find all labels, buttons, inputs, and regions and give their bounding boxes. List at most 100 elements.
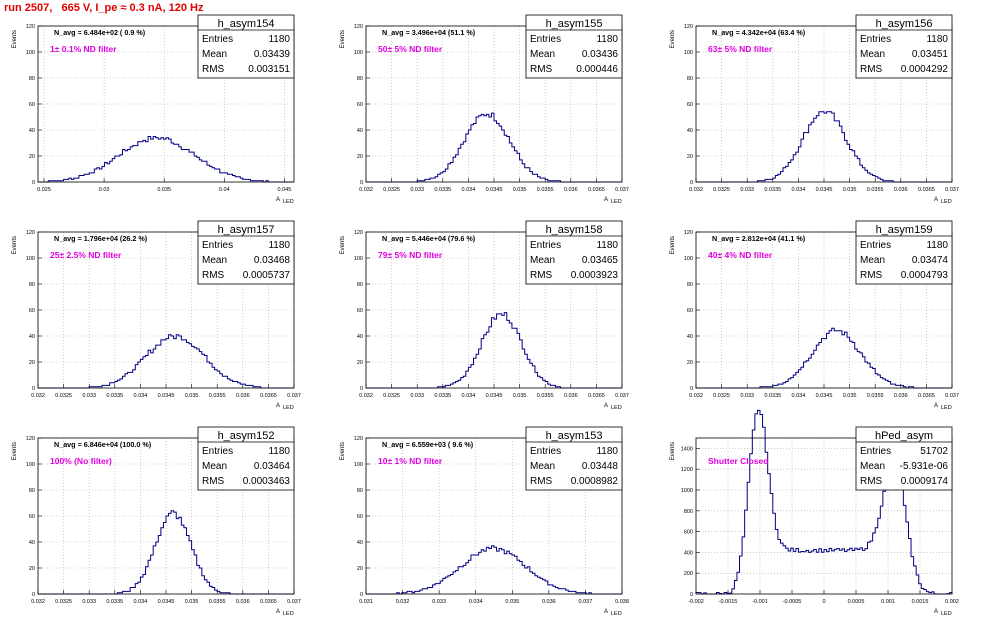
y-tick-label: 1000 xyxy=(681,488,693,494)
x-tick-label: 0.0325 xyxy=(383,393,400,399)
filter-label: 63± 5% ND filter xyxy=(708,44,773,54)
x-tick-label: 0.0365 xyxy=(588,187,605,193)
x-tick-label: 0.0325 xyxy=(383,187,400,193)
x-tick-label: 0.034 xyxy=(792,393,806,399)
y-tick-label: 120 xyxy=(354,436,363,442)
x-tick-label: 0.037 xyxy=(945,187,959,193)
filter-label: 10± 1% ND filter xyxy=(378,456,443,466)
n-avg-label: N_avg = 6.559e+03 ( 9.6 %) xyxy=(382,440,474,449)
stats-label: Entries xyxy=(860,240,891,251)
y-tick-label: 0 xyxy=(360,180,363,186)
stats-value: 1180 xyxy=(926,240,948,251)
x-tick-label: 0.034 xyxy=(134,393,148,399)
stats-value: -5.931e-06 xyxy=(900,461,949,472)
y-tick-label: 200 xyxy=(684,571,693,577)
y-tick-label: 60 xyxy=(687,308,693,314)
x-axis-label-subscript: LED xyxy=(283,405,294,411)
y-tick-label: 120 xyxy=(684,230,693,236)
y-axis-label: Events xyxy=(340,30,346,48)
stats-value: 0.03436 xyxy=(582,49,619,60)
y-tick-label: 100 xyxy=(684,256,693,262)
y-tick-label: 1200 xyxy=(681,467,693,473)
x-tick-label: 0.033 xyxy=(82,599,96,605)
y-axis-label: Events xyxy=(340,442,346,460)
x-tick-label: 0.033 xyxy=(740,393,754,399)
stats-label: RMS xyxy=(530,270,553,281)
histogram-name: h_asym153 xyxy=(546,430,603,442)
stats-value: 0.03439 xyxy=(254,49,291,60)
stats-label: Entries xyxy=(530,446,561,457)
x-axis-label-subscript: LED xyxy=(611,611,622,617)
histogram-bars xyxy=(695,409,953,595)
stats-box xyxy=(855,220,953,285)
x-tick-label: 0.032 xyxy=(689,393,703,399)
x-tick-label: 0.038 xyxy=(615,599,629,605)
x-tick-label: 0.034 xyxy=(462,393,476,399)
x-tick-label: 0.0345 xyxy=(816,187,833,193)
x-tick-label: 0.036 xyxy=(564,187,578,193)
stats-label: Entries xyxy=(202,240,233,251)
stats-label: Mean xyxy=(202,461,227,472)
histogram-bars xyxy=(366,545,622,595)
stats-value: 0.03451 xyxy=(912,49,949,60)
x-tick-label: 0.036 xyxy=(236,393,250,399)
x-tick-label: 0.035 xyxy=(185,393,199,399)
stats-label: RMS xyxy=(202,476,225,487)
n-avg-label: N_avg = 3.496e+04 (51.1 %) xyxy=(382,28,476,37)
x-tick-label: 0.0365 xyxy=(260,599,277,605)
y-axis-label: Events xyxy=(670,236,676,254)
n-avg-label: N_avg = 4.342e+04 (63.4 %) xyxy=(712,28,806,37)
y-axis-label: Events xyxy=(670,30,676,48)
x-tick-label: 0.033 xyxy=(740,187,754,193)
y-tick-label: 20 xyxy=(29,360,35,366)
x-axis-label: A xyxy=(276,197,280,203)
stats-value: 0.0008982 xyxy=(571,476,619,487)
histogram-panel-h_asym153: 0.031 0.032 0.033 0.034 0.035 0.036 0.037 0.038… xyxy=(340,426,629,617)
stats-value: 0.0003463 xyxy=(243,476,291,487)
y-tick-label: 20 xyxy=(687,360,693,366)
x-axis-label-subscript: LED xyxy=(941,611,952,617)
stats-value: 1180 xyxy=(596,34,618,45)
y-axis-label: Events xyxy=(12,30,18,48)
stats-label: Entries xyxy=(530,34,561,45)
x-tick-label: 0.035 xyxy=(513,187,527,193)
n-avg-label: N_avg = 2.812e+04 (41.1 %) xyxy=(712,234,806,243)
y-axis-label: Events xyxy=(670,442,676,460)
histogram-panel-h_asym159: 0.032 0.0325 0.033 0.0335 0.034 0.0345 0.035 0.… xyxy=(670,220,959,411)
y-tick-label: 80 xyxy=(357,76,363,82)
y-tick-label: 20 xyxy=(357,566,363,572)
stats-label: Mean xyxy=(530,49,555,60)
stats-label: RMS xyxy=(860,270,883,281)
stats-label: RMS xyxy=(202,64,225,75)
x-tick-label: 0.036 xyxy=(542,599,556,605)
x-axis-label: A xyxy=(604,609,608,615)
stats-label: Mean xyxy=(860,255,885,266)
y-tick-label: 0 xyxy=(32,386,35,392)
filter-label: 79± 5% ND filter xyxy=(378,250,443,260)
stats-value: 1180 xyxy=(268,240,290,251)
histogram-name: h_asym155 xyxy=(546,18,603,30)
stats-label: Mean xyxy=(860,49,885,60)
x-tick-label: -0.0015 xyxy=(719,599,738,605)
y-tick-label: 40 xyxy=(357,540,363,546)
x-tick-label: 0.0345 xyxy=(486,187,503,193)
histogram-panel-h_asym154: 0.025 0.03 0.035 0.04 0.045 0 20 40 60 80 100 120 Ev… xyxy=(12,14,295,205)
stats-value: 0.000446 xyxy=(576,64,618,75)
histogram-name: hPed_asym xyxy=(875,430,933,442)
x-tick-label: 0.0355 xyxy=(867,187,884,193)
y-tick-label: 80 xyxy=(29,76,35,82)
x-tick-label: -0.0005 xyxy=(783,599,802,605)
x-tick-label: 0.033 xyxy=(410,187,424,193)
x-tick-label: 0.035 xyxy=(185,599,199,605)
histogram-name: h_asym152 xyxy=(218,430,275,442)
histogram-panel-h_asym157: 0.032 0.0325 0.033 0.0335 0.034 0.0345 0.035 0.… xyxy=(12,220,301,411)
x-tick-label: 0.035 xyxy=(843,187,857,193)
histogram-name: h_asym157 xyxy=(218,224,275,236)
y-tick-label: 80 xyxy=(687,76,693,82)
y-tick-label: 40 xyxy=(357,128,363,134)
histogram-panel-hPed_asym: -0.002 -0.0015 -0.001 -0.0005 0 0.0005 0.001 0.… xyxy=(670,409,959,617)
x-tick-label: 0.0355 xyxy=(209,599,226,605)
stats-label: Entries xyxy=(202,34,233,45)
stats-box xyxy=(197,14,295,79)
x-tick-label: 0.037 xyxy=(579,599,593,605)
